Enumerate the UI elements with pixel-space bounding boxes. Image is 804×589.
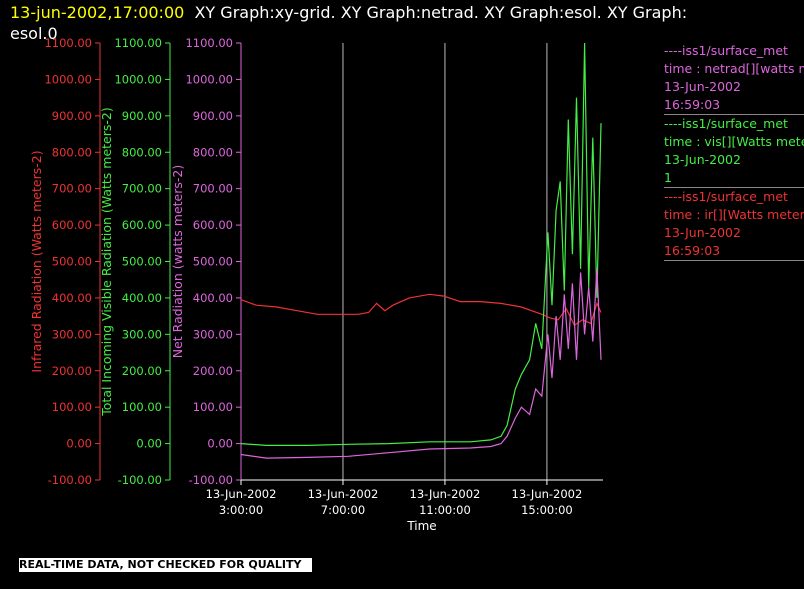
legend-source: ----iss1/surface_met bbox=[664, 43, 788, 58]
y-tick-label: 400.00 bbox=[193, 291, 233, 305]
y-tick-label: 0.00 bbox=[136, 437, 162, 451]
legend-line2: 13-Jun-2002 bbox=[664, 152, 741, 167]
y-axis-label: Net Radiation (watts meters-2) bbox=[170, 165, 185, 358]
y-tick-label: 100.00 bbox=[193, 400, 233, 414]
x-tick-date: 13-Jun-2002 bbox=[308, 487, 379, 501]
y-axis-label: Total Incoming Visible Radiation (Watts … bbox=[99, 107, 114, 416]
y-tick-label: 1100.00 bbox=[44, 36, 92, 50]
y-tick-label: 600.00 bbox=[122, 218, 162, 232]
graph-header: 13-jun-2002,17:00:00 XY Graph:xy-grid. X… bbox=[10, 2, 800, 44]
x-tick-time: 11:00:00 bbox=[419, 503, 471, 517]
y-tick-label: 500.00 bbox=[52, 255, 92, 269]
header-timestamp: 13-jun-2002,17:00:00 bbox=[10, 3, 185, 22]
y-tick-label: 100.00 bbox=[122, 400, 162, 414]
y-tick-label: 1000.00 bbox=[185, 72, 233, 86]
x-tick-time: 15:00:00 bbox=[521, 503, 573, 517]
legend-source: ----iss1/surface_met bbox=[664, 116, 788, 131]
legend-line3: 16:59:03 bbox=[664, 97, 721, 112]
y-tick-label: 500.00 bbox=[193, 255, 233, 269]
x-tick-time: 3:00:00 bbox=[219, 503, 263, 517]
y-tick-label: -100.00 bbox=[189, 473, 233, 487]
y-tick-label: 1100.00 bbox=[185, 36, 233, 50]
y-tick-label: 0.00 bbox=[66, 437, 92, 451]
y-tick-label: -100.00 bbox=[118, 473, 162, 487]
y-tick-label: 200.00 bbox=[122, 364, 162, 378]
y-tick-label: 1000.00 bbox=[114, 72, 162, 86]
y-tick-label: 600.00 bbox=[52, 218, 92, 232]
x-tick-date: 13-Jun-2002 bbox=[410, 487, 481, 501]
x-tick-date: 13-Jun-2002 bbox=[206, 487, 277, 501]
legend-line1: time : netrad[][watts me bbox=[664, 61, 804, 76]
y-tick-label: 100.00 bbox=[52, 400, 92, 414]
y-tick-label: 800.00 bbox=[122, 145, 162, 159]
y-tick-label: -100.00 bbox=[48, 473, 92, 487]
y-tick-label: 800.00 bbox=[193, 145, 233, 159]
legend-line1: time : vis[][Watts meter bbox=[664, 134, 804, 149]
x-tick-date: 13-Jun-2002 bbox=[512, 487, 583, 501]
series-line-2 bbox=[240, 268, 602, 459]
y-tick-label: 900.00 bbox=[193, 109, 233, 123]
y-tick-label: 600.00 bbox=[193, 218, 233, 232]
y-tick-label: 300.00 bbox=[193, 327, 233, 341]
y-tick-label: 1000.00 bbox=[44, 72, 92, 86]
y-axis-label: Infrared Radiation (Watts meters-2) bbox=[29, 150, 44, 372]
header-title: XY Graph:xy-grid. XY Graph:netrad. XY Gr… bbox=[194, 3, 688, 22]
quality-note: REAL-TIME DATA, NOT CHECKED FOR QUALITY bbox=[19, 558, 312, 572]
y-tick-label: 900.00 bbox=[122, 109, 162, 123]
y-tick-label: 700.00 bbox=[122, 182, 162, 196]
legend-line3: 1 bbox=[664, 170, 672, 185]
legend-line2: 13-Jun-2002 bbox=[664, 79, 741, 94]
header-title-line2: esol.0 bbox=[10, 24, 58, 43]
legend-line1: time : ir[][Watts meters bbox=[664, 207, 804, 222]
legend-line3: 16:59:03 bbox=[664, 243, 721, 258]
legend-line2: 13-Jun-2002 bbox=[664, 225, 741, 240]
x-axis-label: Time bbox=[406, 519, 436, 533]
y-tick-label: 900.00 bbox=[52, 109, 92, 123]
y-tick-label: 300.00 bbox=[122, 327, 162, 341]
y-tick-label: 400.00 bbox=[52, 291, 92, 305]
y-tick-label: 700.00 bbox=[52, 182, 92, 196]
y-tick-label: 200.00 bbox=[193, 364, 233, 378]
y-tick-label: 200.00 bbox=[52, 364, 92, 378]
y-tick-label: 700.00 bbox=[193, 182, 233, 196]
y-tick-label: 0.00 bbox=[207, 437, 233, 451]
x-tick-time: 7:00:00 bbox=[321, 503, 365, 517]
y-tick-label: 1100.00 bbox=[114, 36, 162, 50]
legend-source: ----iss1/surface_met bbox=[664, 189, 788, 204]
y-tick-label: 400.00 bbox=[122, 291, 162, 305]
y-tick-label: 800.00 bbox=[52, 145, 92, 159]
y-tick-label: 300.00 bbox=[52, 327, 92, 341]
y-tick-label: 500.00 bbox=[122, 255, 162, 269]
series-line-1 bbox=[240, 42, 602, 446]
